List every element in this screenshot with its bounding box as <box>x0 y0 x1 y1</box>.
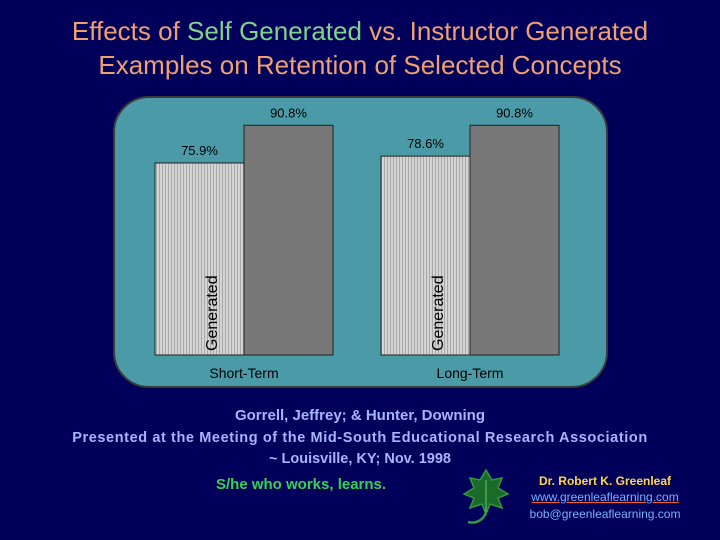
leaf-logo-icon <box>462 468 510 524</box>
title-part: Effects of <box>71 16 188 46</box>
title-line-2: Examples on Retention of Selected Concep… <box>0 48 720 82</box>
title-part: Examples on <box>98 50 256 80</box>
title-part: Selected Concepts <box>403 50 622 80</box>
presenter-name: Dr. Robert K. Greenleaf <box>538 474 672 488</box>
motto-text: S/he who works, learns. <box>216 476 387 493</box>
email-link[interactable]: bob@greenleaflearning.com <box>529 507 681 521</box>
citation-authors: Gorrell, Jeffrey; & Hunter, Downing <box>234 407 486 424</box>
bar <box>154 162 245 356</box>
bar-inner-label: Generated <box>204 275 221 351</box>
title-part: Self Generated <box>187 16 362 46</box>
title-part: Instructor Generated <box>409 16 649 46</box>
x-tick-label: Short-Term <box>209 365 278 381</box>
bar <box>469 124 560 356</box>
citation-location: ~ Louisville, KY; Nov. 1998 <box>269 451 451 467</box>
title-part: Retention <box>255 50 368 80</box>
title-part: vs. <box>361 16 410 46</box>
data-label: 78.6% <box>407 136 444 151</box>
citation-meeting: Presented at the Meeting of the Mid-Sout… <box>72 430 648 446</box>
slide-title: Effects of Self Generated vs. Instructor… <box>0 14 720 82</box>
x-tick-label: Long-Term <box>437 365 504 381</box>
bar <box>243 124 334 356</box>
title-part: of <box>367 50 404 80</box>
data-label: 90.8% <box>496 105 533 120</box>
title-line-1: Effects of Self Generated vs. Instructor… <box>0 14 720 48</box>
bar <box>380 155 471 356</box>
website-link[interactable]: www.greenleaflearning.com <box>531 490 679 504</box>
data-label: 90.8% <box>270 105 307 120</box>
bar-inner-label: Generated <box>430 275 447 351</box>
data-label: 75.9% <box>181 143 218 158</box>
